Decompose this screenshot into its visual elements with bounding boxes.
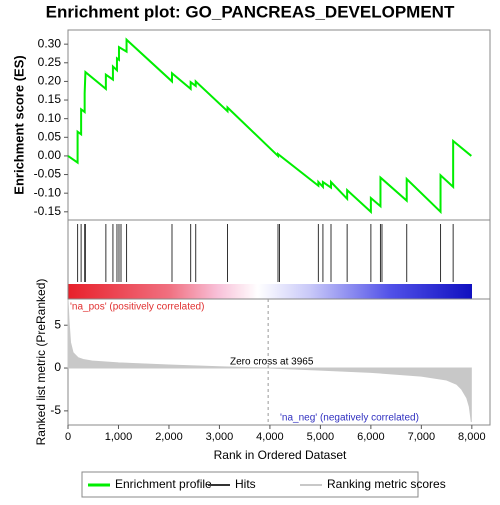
annotation: Zero cross at 3965 [230,357,314,368]
y-tick-label: 5 [54,317,61,331]
x-tick-label: 7,000 [408,431,436,443]
y-tick-label: 0.25 [38,55,62,69]
es-line [67,37,472,215]
x-tick-label: 4,000 [256,431,284,443]
legend [81,471,419,498]
x-tick-label: 1,000 [105,431,133,443]
y-tick-label: -5 [50,403,61,417]
y-tick-label: 0.00 [38,148,62,162]
y-axis-label: Ranked list metric (PreRanked) [34,279,48,446]
color-bar [68,284,472,299]
metric-area [67,299,472,423]
chart-title: Enrichment plot: GO_PANCREAS_DEVELOPMENT [46,2,455,21]
legend-label: Ranking metric scores [327,477,446,491]
annotation: 'na_pos' (positively correlated) [70,302,204,313]
y-tick-label: -0.05 [34,167,62,181]
x-tick-label: 5,000 [307,431,335,443]
x-tick-label: 2,000 [155,431,183,443]
annotation: 'na_neg' (negatively correlated) [280,413,419,424]
legend-label: Hits [235,477,256,491]
y-axis-label: Enrichment score (ES) [11,55,26,194]
x-tick-label: 8,000 [458,431,486,443]
x-tick-label: 0 [65,431,71,443]
y-tick-label: 0.20 [38,74,62,88]
y-tick-label: 0.30 [38,36,62,50]
legend-label: Enrichment profile [115,477,212,491]
y-tick-label: -0.10 [34,185,62,199]
y-tick-label: 0.10 [38,111,62,125]
y-tick-label: 0 [54,360,61,374]
x-axis-label: Rank in Ordered Dataset [214,448,347,462]
y-tick-label: 0.15 [38,92,62,106]
y-tick-label: -0.15 [34,204,62,218]
x-tick-label: 3,000 [206,431,234,443]
x-tick-label: 6,000 [357,431,385,443]
y-tick-label: 0.05 [38,129,62,143]
